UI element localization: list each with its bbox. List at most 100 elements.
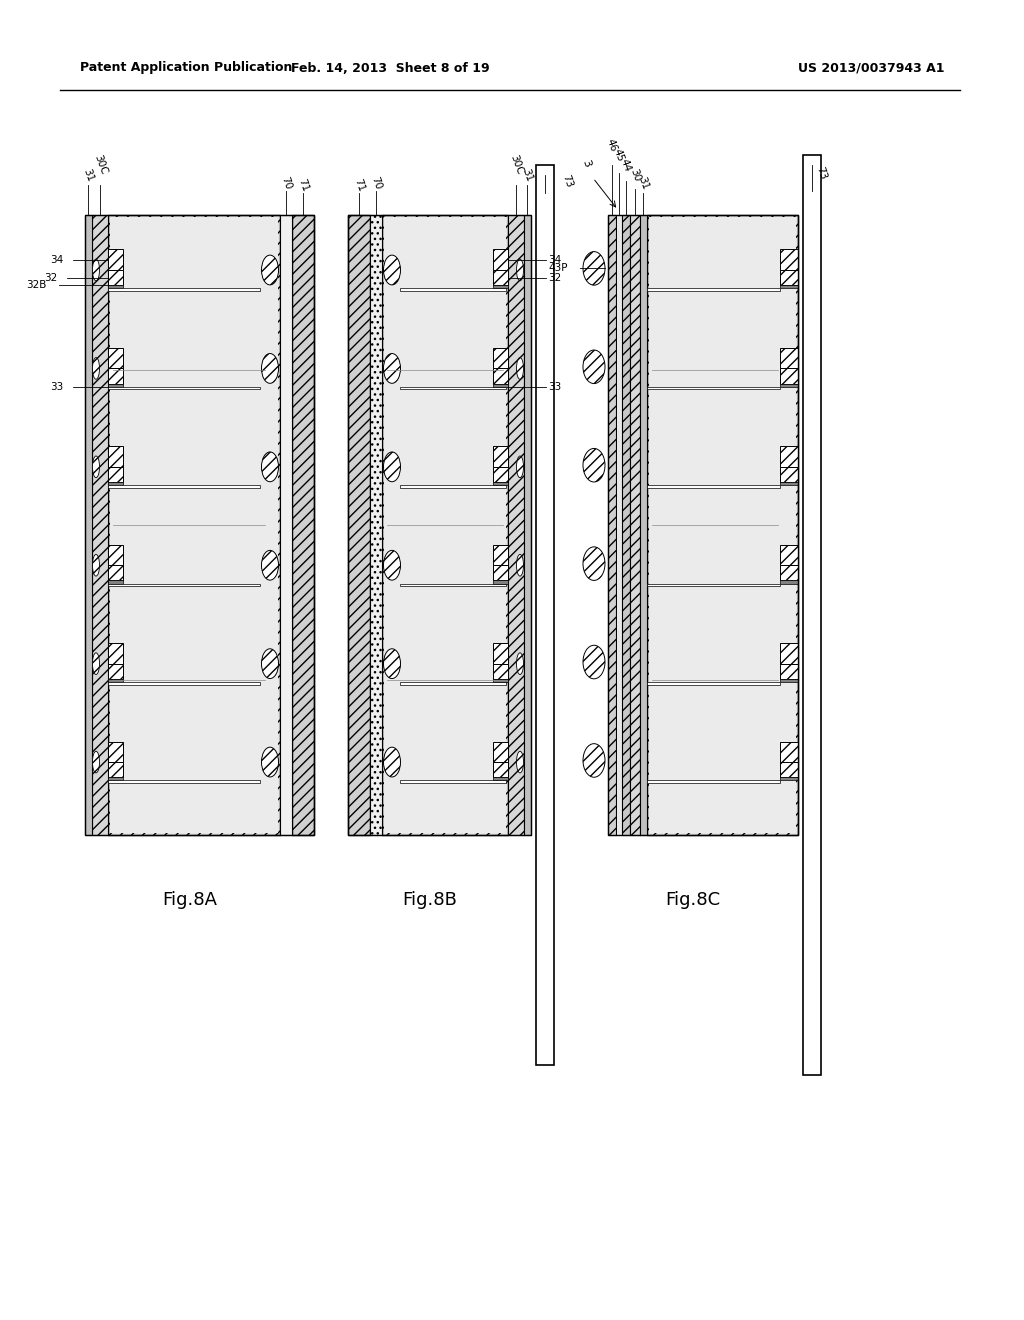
Text: Fig.8B: Fig.8B (402, 891, 457, 909)
Bar (780, 762, 798, 777)
Bar (108, 271, 123, 285)
Text: 34: 34 (50, 255, 63, 265)
Bar (108, 678, 123, 682)
Bar (640, 215, 647, 836)
Bar (493, 643, 508, 664)
Bar (493, 482, 508, 486)
Bar (108, 742, 123, 762)
Bar (493, 664, 508, 678)
Ellipse shape (261, 354, 279, 383)
Text: 32: 32 (548, 273, 561, 282)
Bar (384, 216, 506, 833)
Ellipse shape (583, 449, 605, 482)
Bar (524, 215, 531, 836)
Ellipse shape (92, 751, 99, 774)
Bar (280, 215, 292, 836)
Bar (92, 215, 108, 836)
Text: 30C: 30C (508, 153, 524, 177)
Text: US 2013/0037943 A1: US 2013/0037943 A1 (799, 62, 945, 74)
Bar (493, 545, 508, 565)
Ellipse shape (384, 451, 400, 482)
Bar (108, 387, 260, 389)
Bar (108, 486, 260, 488)
Bar (780, 271, 798, 285)
Bar (780, 368, 798, 384)
Ellipse shape (384, 255, 400, 285)
Ellipse shape (92, 358, 99, 379)
Ellipse shape (583, 252, 605, 285)
Bar (493, 565, 508, 581)
Bar (108, 285, 123, 288)
Text: 44: 44 (620, 157, 633, 173)
Bar (400, 387, 506, 389)
Bar (108, 664, 123, 678)
Ellipse shape (261, 255, 279, 285)
Bar (647, 583, 780, 586)
Bar (108, 682, 260, 685)
Bar (400, 780, 506, 783)
Bar (630, 215, 640, 836)
Ellipse shape (583, 645, 605, 678)
Text: 43P: 43P (549, 264, 568, 273)
Text: 73: 73 (560, 173, 574, 189)
Bar (108, 762, 123, 777)
Bar (493, 368, 508, 384)
Ellipse shape (384, 747, 400, 777)
Bar (616, 215, 622, 836)
Bar (780, 467, 798, 482)
Bar (780, 678, 798, 682)
Text: Fig.8A: Fig.8A (162, 891, 217, 909)
Bar (493, 384, 508, 387)
Bar (108, 368, 123, 384)
Bar (108, 384, 123, 387)
Bar (536, 165, 554, 1065)
Text: 70: 70 (369, 176, 383, 191)
Bar (85, 215, 92, 836)
Bar (280, 215, 292, 836)
Ellipse shape (516, 751, 523, 774)
Bar (108, 348, 123, 368)
Ellipse shape (261, 747, 279, 777)
Bar (649, 216, 796, 833)
Bar (108, 288, 260, 290)
Bar (803, 154, 821, 1074)
Bar (780, 643, 798, 664)
Bar (493, 467, 508, 482)
Text: 46: 46 (605, 137, 618, 153)
Bar (108, 249, 123, 271)
Ellipse shape (583, 546, 605, 581)
Bar (780, 565, 798, 581)
Text: 45: 45 (612, 147, 626, 162)
Bar (780, 545, 798, 565)
Text: Feb. 14, 2013  Sheet 8 of 19: Feb. 14, 2013 Sheet 8 of 19 (291, 62, 489, 74)
Bar (780, 446, 798, 467)
Bar (108, 583, 260, 586)
Bar (370, 215, 382, 836)
Text: 31: 31 (81, 168, 95, 183)
Bar (108, 215, 280, 836)
Bar (608, 215, 798, 836)
Bar (608, 215, 616, 836)
Ellipse shape (384, 550, 400, 579)
Text: 30: 30 (628, 168, 642, 183)
Ellipse shape (261, 648, 279, 678)
Bar (647, 682, 780, 685)
Text: 71: 71 (296, 177, 310, 193)
Bar (647, 288, 780, 290)
Bar (493, 271, 508, 285)
Text: 31: 31 (636, 176, 650, 191)
Bar (508, 215, 524, 836)
Bar (493, 285, 508, 288)
Bar (400, 486, 506, 488)
Ellipse shape (516, 554, 523, 576)
Bar (108, 467, 123, 482)
Bar (348, 215, 531, 836)
Text: 3: 3 (581, 158, 592, 168)
Ellipse shape (516, 259, 523, 281)
Bar (382, 215, 508, 836)
Ellipse shape (92, 259, 99, 281)
Bar (647, 780, 780, 783)
Bar (493, 762, 508, 777)
Ellipse shape (516, 455, 523, 478)
Ellipse shape (261, 451, 279, 482)
